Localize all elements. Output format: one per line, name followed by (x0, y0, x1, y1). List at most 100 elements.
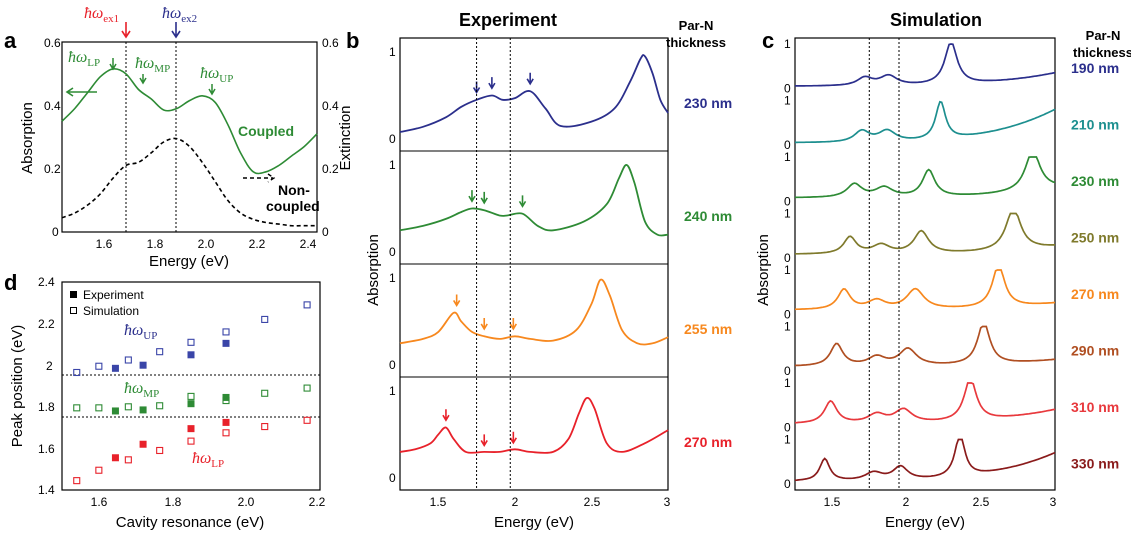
d-label-up: ħωUP (124, 322, 157, 342)
b-peak-arrow (518, 195, 527, 208)
d-point-simulation (261, 423, 269, 431)
c-series-line (795, 43, 1056, 87)
d-points (73, 301, 311, 485)
b-ytick-1: 1 (389, 271, 396, 285)
d-xtick-1.6: 1.6 (91, 495, 108, 509)
d-ytick-2.2: 2.2 (38, 317, 55, 331)
d-point-simulation (303, 384, 311, 392)
b-ytick-0: 0 (389, 132, 396, 146)
c-ytick-1: 1 (784, 37, 791, 51)
d-point-experiment (187, 425, 195, 433)
a-xlabel: Energy (eV) (149, 253, 229, 270)
a-arrow-lp (109, 58, 117, 71)
b-title: Experiment (459, 10, 557, 30)
c-series-line (794, 438, 1056, 482)
c-thickness-label: 210 nm (1071, 117, 1119, 133)
c-series-line (794, 325, 1056, 367)
b-thickness-label: 240 nm (684, 208, 732, 224)
d-point-simulation (187, 392, 195, 400)
b-ylabel: Absorption (365, 234, 382, 306)
panel-d-frame (61, 281, 321, 491)
d-point-simulation (73, 404, 81, 412)
a-arrow-ex2 (171, 22, 181, 39)
b-peak-arrow (526, 72, 534, 86)
d-point-simulation (95, 362, 103, 370)
d-point-simulation (95, 404, 103, 412)
a-arrow-left (65, 87, 97, 97)
c-ytick-0: 0 (784, 251, 791, 265)
d-point-experiment (222, 339, 230, 347)
c-ytick-1: 1 (784, 433, 791, 447)
d-ytick-2.4: 2.4 (38, 275, 55, 289)
d-point-simulation (303, 301, 311, 309)
c-title: Simulation (890, 10, 982, 30)
d-xtick-2.2: 2.2 (309, 495, 326, 509)
a-series-coupled (61, 68, 318, 175)
b-peak-arrow (480, 434, 488, 447)
c-xtick-2: 2 (903, 495, 910, 509)
a-ytick-0.4: 0.4 (44, 99, 61, 113)
a-label-up: ħωUP (200, 65, 233, 85)
d-point-simulation (261, 389, 269, 397)
b-peak-arrow (509, 317, 518, 331)
a-y2tick-0.2: 0.2 (322, 162, 339, 176)
d-legend-simulation: Simulation (83, 304, 139, 318)
c-thickness-label: 190 nm (1071, 60, 1119, 76)
b-series-group: 0 1 230 nm 0 1 240 nm 0 1 255 nm 0 1 270 nm (389, 38, 732, 490)
c-xlabel: Energy (eV) (885, 514, 965, 531)
b-series-line (399, 164, 669, 237)
a-label-ex2: ħωex2 (162, 5, 197, 25)
d-point-simulation (156, 402, 164, 410)
b-peak-arrow (468, 190, 476, 203)
panel-label-b: b (346, 28, 359, 53)
a-arrow-ex1 (121, 22, 131, 39)
c-thickness-label: 230 nm (1071, 173, 1119, 189)
panel-label-a: a (4, 28, 17, 53)
d-legend-experiment: Experiment (83, 288, 144, 302)
d-ylabel: Peak position (eV) (9, 325, 26, 448)
d-label-lp: ħωLP (192, 450, 224, 470)
d-point-experiment (139, 361, 147, 369)
a-label-coupled: Coupled (238, 123, 294, 139)
c-xtick-3: 3 (1050, 495, 1057, 509)
b-ytick-1: 1 (389, 45, 396, 59)
d-label-mp: ħωMP (124, 380, 159, 400)
panel-label-d: d (4, 270, 17, 295)
d-point-simulation (222, 328, 230, 336)
a-y2tick-0.6: 0.6 (322, 36, 339, 50)
d-point-experiment (187, 351, 195, 359)
d-point-experiment (187, 400, 195, 408)
a-ylabel-right: Extinction (337, 105, 354, 170)
b-ytick-0: 0 (389, 471, 396, 485)
b-peak-arrow (480, 191, 488, 205)
d-ytick-1.8: 1.8 (38, 400, 55, 414)
d-point-simulation (222, 429, 230, 437)
d-point-experiment (139, 440, 147, 448)
c-ytick-1: 1 (784, 150, 791, 164)
panel-c: c Simulation Par-N thickness Absorption … (755, 10, 1131, 531)
d-point-simulation (73, 477, 81, 485)
c-series-line (794, 269, 1056, 311)
c-ylabel: Absorption (755, 234, 772, 306)
a-label-lp: ħωLP (68, 49, 100, 69)
b-ytick-1: 1 (389, 158, 396, 172)
panel-a-frame (61, 41, 318, 233)
d-point-experiment (139, 406, 147, 414)
d-point-simulation (187, 338, 195, 346)
b-series-line (399, 278, 669, 346)
d-point-simulation (95, 466, 103, 474)
d-point-experiment (111, 454, 119, 462)
a-xtick-1.8: 1.8 (147, 237, 164, 251)
d-point-experiment (222, 418, 230, 426)
c-series-line (794, 382, 1056, 424)
c-ytick-1: 1 (784, 94, 791, 108)
d-ytick-2: 2 (46, 359, 53, 373)
c-header-2: thickness (1073, 45, 1131, 60)
d-legend-filled (70, 291, 77, 298)
d-point-experiment (111, 407, 119, 415)
b-thickness-label: 270 nm (684, 434, 732, 450)
c-xtick-2.5: 2.5 (973, 495, 990, 509)
a-label-ex1: ħωex1 (84, 5, 119, 25)
